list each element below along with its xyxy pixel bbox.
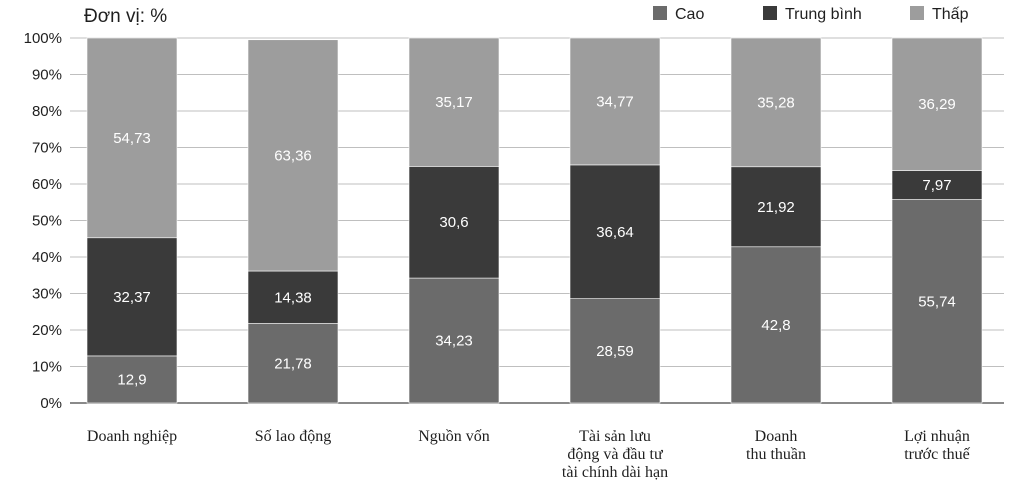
legend: Cao Trung bình Thấp [653,6,969,23]
data-label: 35,28 [757,94,795,111]
bar-segment-thap [408,37,500,167]
gridlines [70,37,1004,404]
data-label: 28,59 [596,343,634,360]
bar-segment-cao [86,355,178,404]
unit-label: Đơn vị: % [84,6,167,27]
data-label: 36,64 [596,224,634,241]
data-label: 36,29 [918,96,956,113]
data-label: 63,36 [274,147,312,164]
y-tick-label: 20% [32,322,62,339]
data-label: 21,92 [757,199,795,216]
legend-label: Cao [675,6,704,23]
data-label: 7,97 [922,177,951,194]
y-tick-label: 60% [32,176,62,193]
x-axis: Doanh nghiệp Số lao động Nguồn vốn Tài sản … [87,428,971,480]
data-label: 30,6 [439,214,468,231]
bar-segment-trung-binh [730,166,822,248]
x-tick-label: Doanh nghiệp [87,428,177,445]
data-label: 21,78 [274,355,312,372]
y-tick-label: 50% [32,213,62,230]
bar-segment-trung-binh [408,166,500,279]
data-label: 55,74 [918,293,956,310]
y-tick-label: 70% [32,140,62,157]
bar-segment-thap [730,37,822,168]
legend-swatch [910,6,924,20]
bar-segment-trung-binh [86,237,178,357]
y-tick-label: 30% [32,286,62,303]
y-tick-label: 90% [32,67,62,84]
y-tick-label: 80% [32,103,62,120]
bar-segment-trung-binh [891,170,983,200]
bar-segment-cao [247,323,339,404]
y-tick-label: 100% [24,30,62,47]
y-tick-label: 0% [40,395,62,412]
x-tick-label: Nguồn vốn [418,428,490,445]
x-tick-label: Tài sản lưu động và đầu tư tài chính dài h… [562,428,668,480]
x-tick-label: Doanh thu thuần [746,428,806,463]
data-label: 14,38 [274,289,312,306]
bar-segment-cao [730,246,822,404]
y-tick-label: 10% [32,359,62,376]
bar-segment-trung-binh [569,164,661,299]
data-label: 35,17 [435,94,473,111]
legend-label: Thấp [932,6,969,23]
bar-segment-thap [891,37,983,171]
data-label: 32,37 [113,289,151,306]
data-label: 54,73 [113,130,151,147]
bar-segment-thap [86,37,178,239]
legend-label: Trung bình [785,6,862,23]
bar-segment-cao [569,298,661,404]
bar-segment-thap [247,39,339,272]
legend-swatch [653,6,667,20]
data-label: 34,77 [596,93,634,110]
data-label: 42,8 [761,317,790,334]
bar-segment-cao [408,277,500,404]
legend-swatch [763,6,777,20]
y-tick-label: 40% [32,249,62,266]
x-tick-label: Số lao động [255,428,331,445]
data-label: 12,9 [117,371,146,388]
y-axis: 0% 10% 20% 30% 40% 50% 60% 70% 80% 90% 100% [24,30,62,412]
bar-segment-cao [891,199,983,404]
bar-segment-thap [569,37,661,166]
x-tick-label: Lợi nhuận trước thuế [904,428,971,463]
bars: 12,9 32,37 54,73 21,78 14,38 63,36 34,23 30,6 35… [86,37,983,404]
data-label: 34,23 [435,333,473,350]
